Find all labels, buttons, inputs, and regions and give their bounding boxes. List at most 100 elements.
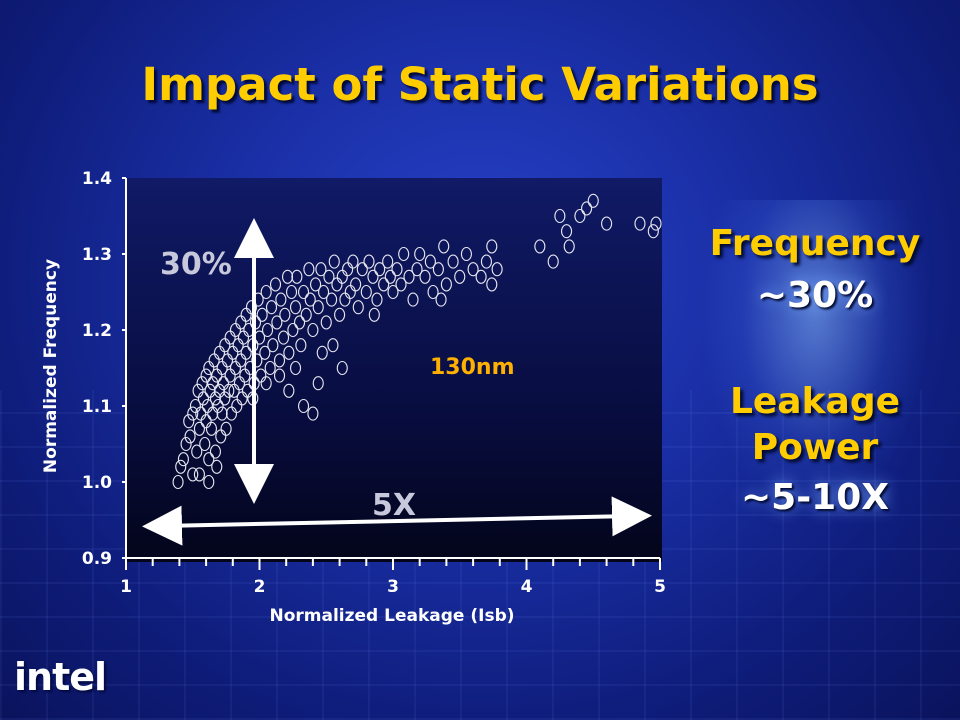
data-point bbox=[216, 406, 228, 421]
data-point bbox=[310, 277, 322, 292]
data-point bbox=[187, 467, 199, 482]
y-tick-label: 1.4 bbox=[82, 169, 112, 189]
data-point bbox=[289, 360, 302, 376]
data-point bbox=[197, 391, 209, 406]
y-tick-label: 1.0 bbox=[82, 473, 112, 493]
data-point bbox=[184, 429, 196, 444]
data-point bbox=[491, 262, 503, 277]
data-point bbox=[424, 254, 436, 269]
intel-logo: intel bbox=[14, 655, 107, 699]
x-tick-label: 2 bbox=[254, 577, 266, 597]
data-point bbox=[347, 254, 359, 269]
leakage-label: Leakage bbox=[729, 381, 901, 422]
data-point bbox=[382, 254, 394, 269]
frequency-value: ~30% bbox=[756, 275, 874, 316]
data-point bbox=[587, 193, 599, 208]
leakage-value: ~5-10X bbox=[740, 477, 889, 518]
data-point bbox=[432, 262, 444, 277]
data-point bbox=[180, 436, 192, 452]
data-point bbox=[175, 459, 187, 474]
data-point bbox=[601, 216, 613, 231]
data-point bbox=[298, 284, 310, 300]
data-point bbox=[300, 307, 312, 322]
data-point bbox=[281, 269, 294, 284]
data-point bbox=[336, 360, 348, 376]
data-point bbox=[219, 391, 231, 406]
data-point bbox=[650, 216, 662, 231]
data-point bbox=[486, 277, 498, 292]
data-point bbox=[560, 224, 573, 239]
data-point bbox=[547, 254, 559, 269]
data-point bbox=[211, 459, 223, 474]
data-point bbox=[298, 398, 310, 414]
data-point bbox=[303, 262, 315, 277]
data-point bbox=[403, 269, 415, 284]
data-point bbox=[480, 254, 493, 269]
data-point bbox=[183, 414, 195, 429]
data-point bbox=[486, 239, 498, 254]
data-point bbox=[581, 201, 593, 216]
data-point bbox=[315, 262, 327, 277]
x-tick-label: 4 bbox=[521, 577, 533, 597]
data-point bbox=[207, 376, 219, 391]
data-point bbox=[563, 239, 575, 254]
x-tick-label: 3 bbox=[387, 577, 399, 597]
data-point bbox=[283, 345, 295, 360]
data-point bbox=[363, 254, 375, 269]
data-point bbox=[334, 307, 346, 322]
data-point bbox=[387, 284, 399, 300]
data-point bbox=[326, 292, 338, 307]
data-point bbox=[371, 292, 383, 307]
data-point bbox=[460, 246, 472, 262]
freq-spread-label: 30% bbox=[160, 247, 232, 282]
data-point bbox=[193, 467, 205, 482]
y-tick-label: 1.3 bbox=[82, 245, 112, 265]
data-point bbox=[323, 269, 335, 284]
leak-spread-label: 5X bbox=[372, 488, 416, 523]
data-point bbox=[554, 208, 566, 224]
data-point bbox=[328, 254, 340, 269]
data-point bbox=[411, 262, 423, 277]
data-point bbox=[318, 284, 330, 300]
data-point bbox=[534, 239, 546, 254]
x-axis-label: Normalized Leakage (Isb) bbox=[269, 606, 514, 626]
data-point bbox=[414, 246, 426, 262]
power-label: Power bbox=[751, 427, 879, 468]
data-point bbox=[273, 368, 286, 383]
data-point bbox=[287, 322, 299, 338]
data-point bbox=[199, 436, 211, 452]
data-point bbox=[193, 421, 205, 436]
data-point bbox=[191, 444, 203, 459]
data-point bbox=[419, 269, 431, 284]
data-point bbox=[307, 406, 319, 421]
data-point bbox=[277, 330, 290, 345]
frequency-label: Frequency bbox=[709, 223, 921, 264]
data-point bbox=[320, 315, 332, 330]
data-point bbox=[447, 254, 459, 269]
data-point bbox=[407, 292, 419, 307]
data-point bbox=[209, 391, 221, 406]
data-point bbox=[177, 452, 189, 467]
axes: 0.9 1.0 1.1 1.2 1.3 1.4 1 2 3 4 5 bbox=[82, 169, 666, 597]
y-tick-label: 0.9 bbox=[82, 549, 112, 569]
data-point bbox=[435, 292, 447, 307]
data-point bbox=[398, 246, 410, 262]
y-tick-label: 1.1 bbox=[82, 397, 112, 417]
data-point bbox=[440, 277, 452, 292]
data-point bbox=[220, 421, 232, 436]
data-point bbox=[352, 300, 364, 315]
annotations: 30% 5X 130nm bbox=[142, 218, 652, 546]
data-point bbox=[285, 284, 298, 300]
data-point bbox=[395, 277, 407, 292]
y-axis-label: Normalized Frequency bbox=[41, 259, 61, 473]
data-point bbox=[209, 444, 221, 459]
data-point bbox=[291, 269, 303, 284]
data-point bbox=[273, 353, 286, 368]
data-point bbox=[295, 338, 307, 353]
data-point bbox=[367, 269, 379, 284]
data-point bbox=[384, 269, 396, 284]
data-point bbox=[203, 452, 215, 467]
data-point bbox=[647, 224, 659, 239]
data-point bbox=[467, 262, 479, 277]
